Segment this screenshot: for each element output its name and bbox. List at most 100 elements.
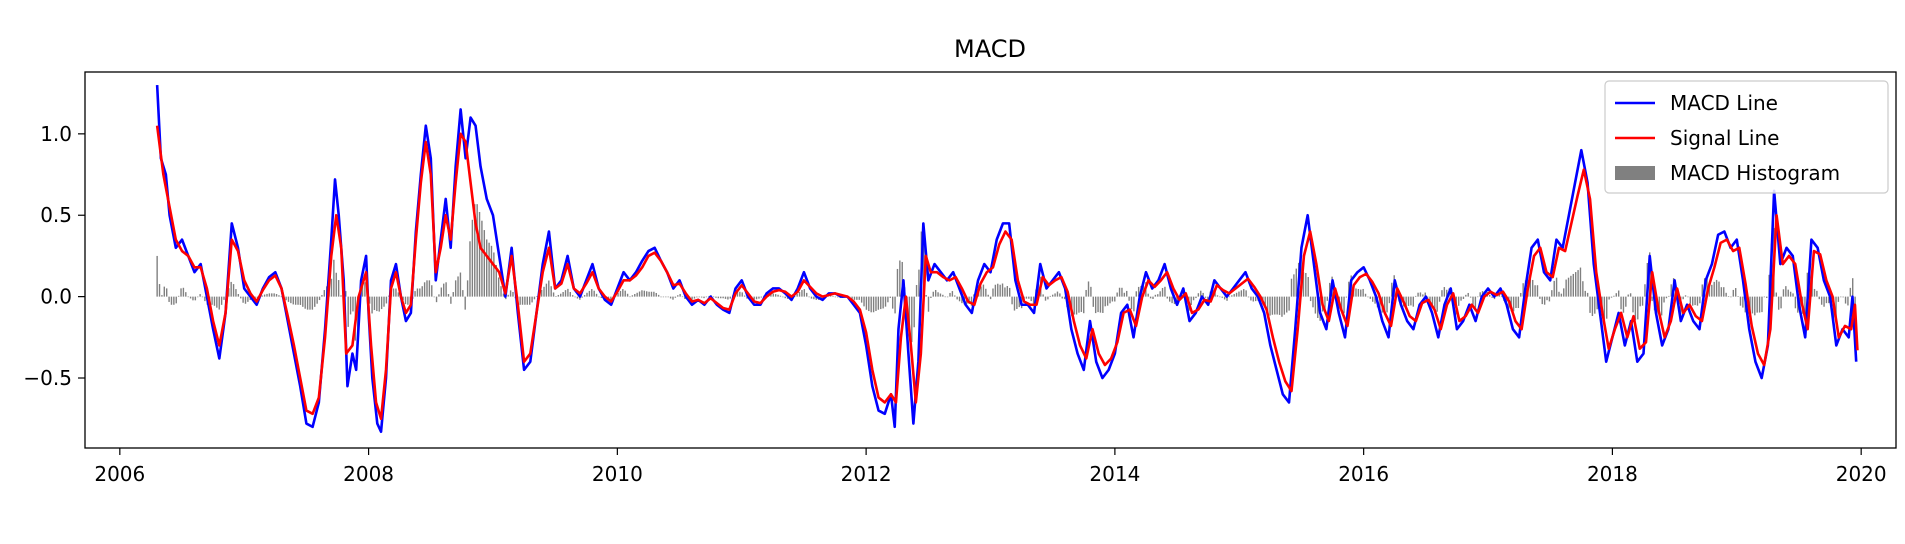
histogram-bar: [1161, 287, 1164, 297]
histogram-bar: [1243, 289, 1245, 297]
histogram-bar: [1309, 296, 1312, 302]
histogram-bar: [170, 296, 173, 305]
histogram-bar: [1515, 296, 1517, 309]
histogram-bar: [483, 230, 486, 297]
histogram-bar: [1818, 296, 1820, 300]
histogram-bar: [1651, 296, 1653, 302]
histogram-bar: [280, 296, 283, 298]
histogram-bar: [1789, 291, 1792, 297]
histogram-bar: [918, 269, 920, 297]
histogram-bar: [610, 296, 612, 300]
histogram-bar: [1324, 296, 1326, 312]
histogram-bar: [1290, 278, 1293, 297]
histogram-bar: [746, 296, 748, 299]
histogram-bar: [1720, 287, 1723, 297]
histogram-bar: [1842, 296, 1844, 298]
histogram-bar: [1283, 296, 1286, 315]
histogram-bar: [1539, 296, 1541, 299]
histogram-bar: [956, 296, 958, 300]
histogram-bar: [364, 282, 366, 297]
histogram-bar: [913, 296, 915, 328]
histogram-bar: [1699, 296, 1701, 304]
histogram-bar: [1166, 296, 1169, 299]
histogram-bar: [261, 295, 263, 297]
histogram-bar: [1149, 296, 1152, 299]
histogram-bar: [860, 296, 863, 303]
histogram-bar: [939, 293, 942, 297]
histogram-bar: [576, 296, 579, 299]
histogram-bar: [884, 296, 887, 307]
histogram-bar: [1085, 289, 1087, 297]
histogram-bar: [560, 293, 562, 297]
histogram-bar: [175, 296, 177, 304]
histogram-bar: [380, 296, 383, 310]
histogram-bar: [268, 293, 271, 297]
histogram-bar: [946, 296, 949, 298]
histogram-bar: [168, 296, 170, 302]
histogram-bar: [1610, 296, 1613, 298]
histogram-bar: [378, 296, 380, 312]
histogram-bar: [891, 296, 894, 309]
histogram-bar: [674, 296, 677, 298]
x-tick-label: 2018: [1587, 462, 1638, 486]
histogram-bar: [1715, 279, 1718, 297]
histogram-bar: [1293, 274, 1295, 297]
histogram-bar: [684, 296, 686, 299]
histogram-bar: [1109, 296, 1111, 304]
histogram-bar: [1591, 296, 1594, 317]
histogram-bar: [1276, 296, 1278, 315]
histogram-bar: [1551, 290, 1553, 297]
histogram-bar: [1104, 296, 1106, 307]
histogram-bar: [992, 288, 994, 297]
histogram-bar: [715, 296, 717, 298]
histogram-bar: [1756, 296, 1758, 313]
histogram-bar: [980, 286, 982, 297]
histogram-bar: [1073, 296, 1075, 315]
histogram-bar: [1202, 292, 1204, 297]
histogram-bar: [294, 296, 297, 305]
histogram-bar: [543, 286, 545, 297]
histogram-bar: [244, 296, 247, 304]
histogram-bar: [1696, 296, 1699, 306]
histogram-bar: [574, 296, 576, 298]
histogram-bar: [958, 296, 961, 302]
histogram-bar: [1844, 296, 1847, 304]
histogram-bar: [158, 284, 161, 297]
histogram-bar: [481, 220, 483, 297]
histogram-bar: [1207, 296, 1209, 301]
histogram-bar: [1732, 289, 1735, 297]
histogram-bar: [1099, 296, 1102, 313]
histogram-bar: [1111, 296, 1114, 302]
histogram-bar: [1787, 289, 1789, 297]
histogram-bar: [741, 292, 743, 297]
histogram-bar: [548, 280, 550, 297]
histogram-bar: [297, 296, 299, 305]
histogram-bar: [223, 296, 225, 300]
histogram-bar: [199, 294, 201, 297]
histogram-bar: [1792, 293, 1794, 297]
histogram-bar: [1372, 296, 1374, 302]
histogram-bar: [1245, 290, 1247, 297]
histogram-bar: [1522, 283, 1524, 297]
histogram-bar: [287, 296, 290, 302]
histogram-bar: [1219, 296, 1221, 298]
histogram-bar: [1094, 296, 1097, 314]
histogram-bar: [486, 239, 488, 297]
histogram-bar: [1216, 295, 1219, 297]
legend-swatch-macd-histogram: [1615, 166, 1655, 180]
histogram-bar: [1718, 281, 1720, 297]
histogram-bar: [1763, 296, 1766, 298]
histogram-bar: [1302, 272, 1305, 297]
histogram-bar: [1849, 287, 1852, 297]
histogram-bar: [1271, 296, 1274, 315]
histogram-bar: [677, 295, 679, 297]
histogram-bar: [1596, 296, 1598, 310]
histogram-bar: [755, 296, 758, 300]
histogram-bar: [1711, 284, 1713, 297]
x-tick-label: 2010: [592, 462, 643, 486]
histogram-bar: [641, 290, 643, 297]
histogram-bar: [853, 296, 856, 300]
histogram-bar: [810, 296, 813, 299]
histogram-bar: [961, 296, 963, 304]
